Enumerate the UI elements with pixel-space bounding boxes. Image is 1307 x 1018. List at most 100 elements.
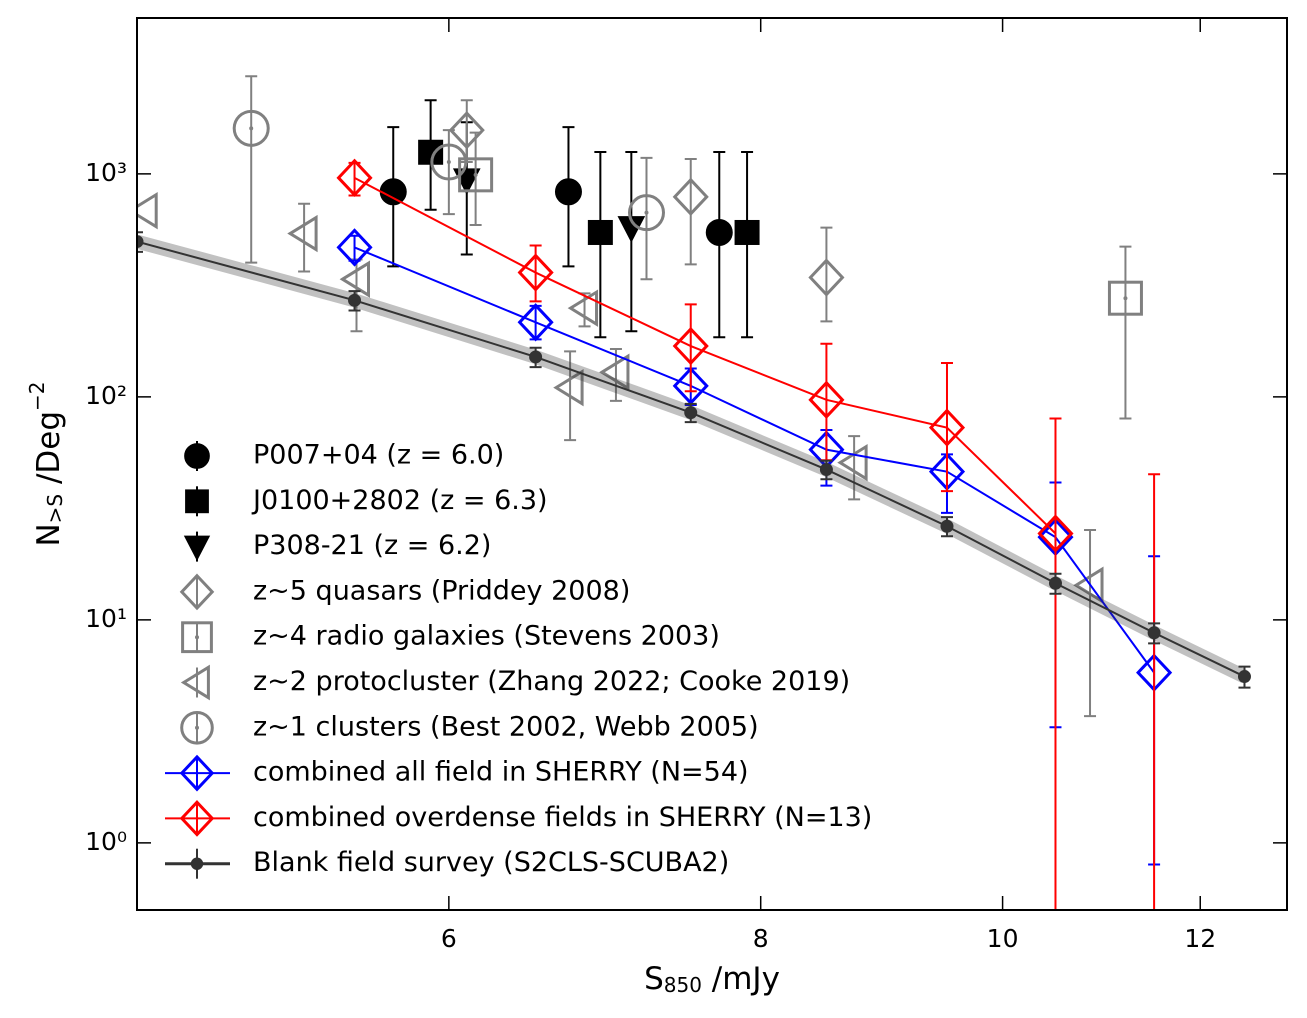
x-tick-label: 8	[753, 924, 769, 953]
marker	[1048, 576, 1062, 590]
legend-label: z~5 quasars (Priddey 2008)	[253, 575, 630, 606]
marker-dot	[249, 126, 254, 131]
y-tick-label: 10³	[85, 158, 127, 187]
error-bar	[137, 231, 143, 253]
line	[354, 176, 1057, 535]
marker-dot	[473, 172, 478, 177]
marker-dot	[644, 210, 649, 215]
marker-dot	[195, 725, 199, 730]
marker	[928, 408, 966, 447]
error-bar	[1119, 245, 1132, 420]
legend-marker	[190, 857, 204, 870]
error-bar	[820, 226, 833, 323]
error-bar	[469, 131, 482, 226]
marker	[448, 110, 485, 150]
legend-marker	[180, 664, 210, 701]
series	[379, 126, 733, 339]
legend-marker	[179, 573, 215, 611]
marker	[554, 178, 582, 206]
legend-label: z~4 radio galaxies (Stevens 2003)	[253, 621, 720, 652]
plot-frame	[136, 17, 1288, 911]
axes: 6 8 10 12 10⁰ 10¹ 10² 10³	[85, 17, 1288, 953]
marker	[517, 253, 554, 292]
marker	[684, 406, 698, 420]
marker	[232, 109, 270, 147]
marker	[517, 303, 554, 342]
y-label-sub: >S	[43, 494, 67, 523]
marker	[734, 219, 760, 245]
marker	[287, 214, 318, 253]
marker	[705, 218, 733, 246]
marker	[672, 177, 709, 217]
legend-label: combined overdense fields in SHERRY (N=1…	[253, 802, 872, 833]
error-bar	[640, 156, 653, 281]
marker-dot	[446, 160, 451, 165]
legend-marker	[179, 800, 215, 837]
marker-dot	[195, 635, 199, 640]
y-label-rest: /Deg	[31, 411, 67, 494]
marker	[1237, 670, 1251, 684]
x-tick-label: 6	[441, 924, 457, 953]
x-label-text: S	[644, 961, 664, 997]
error-bar	[245, 75, 258, 264]
legend-marker	[183, 535, 211, 561]
marker	[819, 463, 833, 477]
marker	[1107, 280, 1143, 316]
error-bar	[1049, 417, 1062, 910]
legend-marker	[184, 443, 210, 469]
legend-marker	[179, 754, 215, 792]
error-bar	[848, 435, 861, 501]
legend-label: z~1 clusters (Best 2002, Webb 2005)	[253, 711, 759, 742]
x-label-rest: /mJy	[702, 961, 780, 997]
x-tick-label: 12	[1184, 924, 1216, 953]
error-bar	[684, 303, 697, 393]
marker	[672, 366, 709, 406]
y-label-text: N	[31, 523, 67, 546]
marker	[808, 258, 845, 297]
marker	[137, 191, 158, 230]
marker	[1147, 626, 1161, 640]
x-label-sub: 850	[664, 973, 702, 997]
legend-label: P308-21 (z = 6.2)	[253, 530, 491, 561]
marker	[137, 235, 144, 249]
marker	[336, 228, 373, 267]
legend-marker	[181, 621, 213, 654]
marker	[529, 350, 543, 364]
legend: P007+04 (z = 6.0) J0100+2802 (z = 6.3) P30…	[165, 440, 872, 879]
marker	[567, 289, 599, 327]
marker	[587, 219, 613, 245]
y-tick-label: 10²	[85, 381, 127, 410]
marker	[430, 143, 468, 181]
marker	[336, 158, 373, 198]
marker	[379, 178, 407, 206]
legend-marker	[185, 489, 209, 514]
error-bar	[1148, 473, 1161, 910]
error-bar	[1084, 528, 1097, 718]
error-bar	[609, 347, 622, 402]
series	[448, 99, 845, 323]
series	[232, 75, 665, 281]
marker	[940, 519, 954, 533]
y-tick-label: 10⁰	[85, 827, 127, 856]
y-tick-label: 10¹	[85, 604, 127, 633]
error-bar	[298, 202, 311, 273]
marker-dot	[1123, 296, 1128, 301]
marker	[672, 326, 709, 366]
legend-label: combined all field in SHERRY (N=54)	[253, 757, 749, 788]
x-axis-label: S850 /mJy	[644, 961, 780, 997]
error-bar	[940, 362, 953, 493]
marker	[1073, 566, 1104, 604]
series	[137, 231, 1251, 689]
legend-label: Blank field survey (S2CLS-SCUBA2)	[253, 847, 729, 878]
y-axis-label: N>S /Deg−2	[25, 381, 67, 546]
x-tick-label: 10	[987, 924, 1019, 953]
marker	[348, 293, 362, 307]
marker	[627, 194, 665, 232]
marker	[1037, 514, 1074, 553]
y-label-sup: −2	[25, 381, 49, 410]
marker	[339, 260, 370, 298]
series	[418, 99, 760, 339]
legend-label: z~2 protocluster (Zhang 2022; Cooke 2019…	[253, 666, 850, 697]
